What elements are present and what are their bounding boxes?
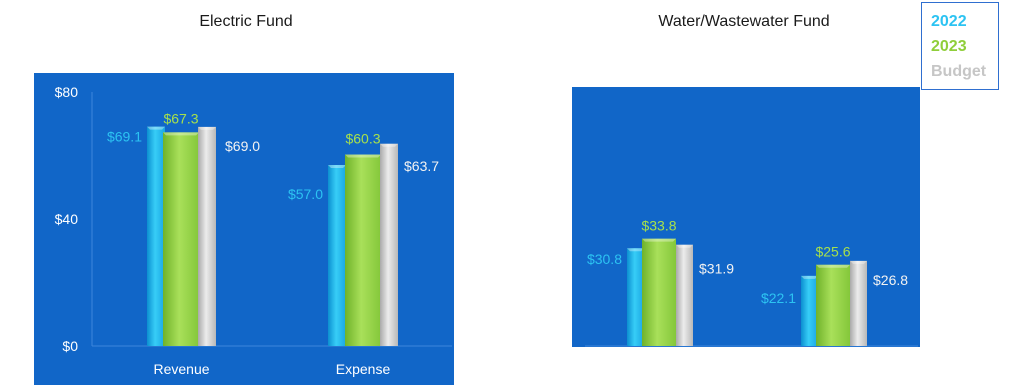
category-label-expense: Expense <box>336 361 391 377</box>
data-label-budget: $63.7 <box>404 158 439 174</box>
bar-bevel <box>328 165 346 169</box>
bar-bevel <box>198 126 216 130</box>
y-tick-label: $80 <box>55 84 79 100</box>
bar-2023-1 <box>816 264 850 346</box>
bar-bevel <box>380 143 398 147</box>
data-label-2023: $33.8 <box>641 218 676 234</box>
data-label-2022: $30.8 <box>587 251 622 267</box>
bar-2022-0 <box>147 126 165 346</box>
data-label-budget: $26.8 <box>873 272 908 288</box>
bar-bevel <box>850 260 867 264</box>
bottom-right-fade <box>790 350 1014 385</box>
data-label-2022: $22.1 <box>761 290 796 306</box>
bar-2022-1 <box>801 275 818 346</box>
category-label-revenue: Revenue <box>153 361 209 377</box>
bar-bevel <box>676 244 693 248</box>
data-label-budget: $31.9 <box>699 261 734 277</box>
bar-2023-1 <box>345 154 381 346</box>
bar-2022-1 <box>328 165 346 346</box>
bar-2023-0 <box>642 238 676 346</box>
bar-2023-0 <box>163 132 199 346</box>
data-label-2022: $69.1 <box>107 129 142 145</box>
bar-bevel <box>627 248 644 252</box>
bar-budget-0 <box>676 244 693 346</box>
bar-bevel <box>345 154 381 158</box>
bar-budget-1 <box>380 143 398 346</box>
data-label-2023: $67.3 <box>163 110 198 126</box>
y-tick-label: $40 <box>55 211 79 227</box>
y-tick-label: $0 <box>62 338 78 354</box>
data-label-2023: $60.3 <box>345 131 380 147</box>
chart-legend: 2022 2023 Budget <box>921 2 999 90</box>
data-label-budget: $69.0 <box>225 138 260 154</box>
bar-bevel <box>163 132 199 136</box>
chart-title-water: Water/Wastewater Fund <box>658 13 830 30</box>
legend-item-budget: Budget <box>931 63 987 80</box>
bar-bevel <box>816 264 850 268</box>
chart-title-electric: Electric Fund <box>199 13 293 30</box>
bar-2022-0 <box>627 248 644 346</box>
legend-item-2022: 2022 <box>931 13 967 30</box>
bar-bevel <box>642 238 676 242</box>
bar-bevel <box>801 275 818 279</box>
bar-budget-0 <box>198 126 216 346</box>
bar-budget-1 <box>850 260 867 346</box>
bar-bevel <box>147 126 165 130</box>
legend-item-2023: 2023 <box>931 38 967 55</box>
data-label-2022: $57.0 <box>288 186 323 202</box>
data-label-2023: $25.6 <box>815 244 850 260</box>
